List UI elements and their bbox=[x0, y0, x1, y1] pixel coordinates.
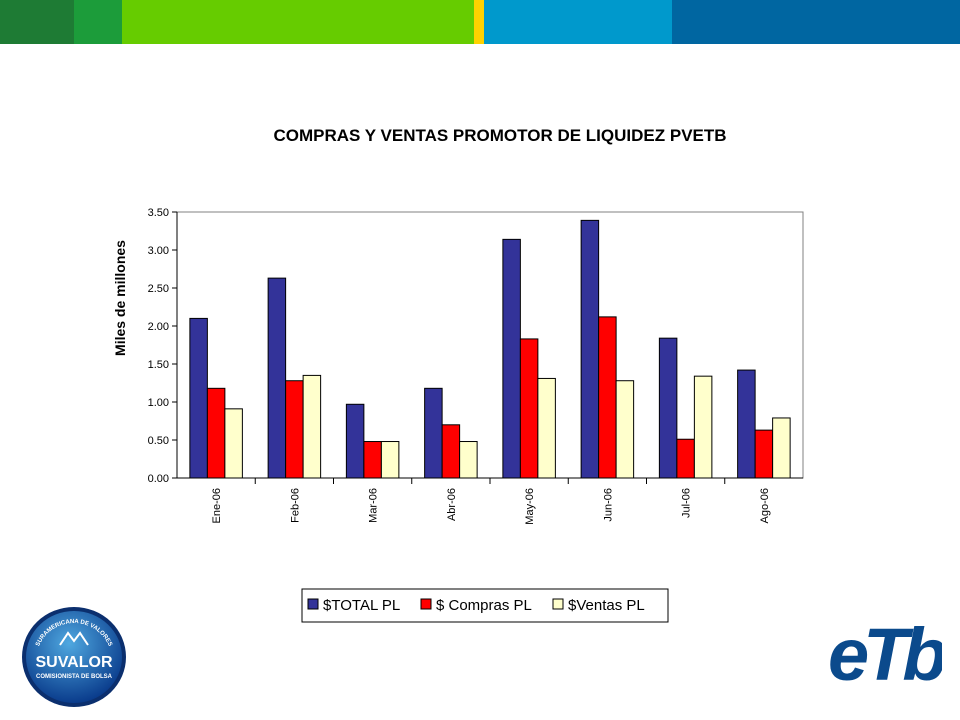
top-color-band bbox=[0, 0, 960, 44]
suvalor-name: SUVALOR bbox=[35, 654, 112, 671]
y-axis: 0.00 0.50 1.00 1.50 2.00 2.50 3.00 3.50 bbox=[148, 207, 178, 485]
bar bbox=[502, 238, 521, 479]
bar bbox=[676, 438, 695, 479]
y-tick-label: 0.00 bbox=[148, 473, 169, 485]
x-tick-label: Ene-06 bbox=[211, 488, 223, 523]
x-tick-label: May-06 bbox=[524, 488, 536, 525]
x-tick-label: Abr-06 bbox=[446, 488, 458, 521]
y-tick-label: 2.50 bbox=[148, 283, 169, 295]
bar bbox=[380, 441, 400, 479]
legend-swatch bbox=[420, 598, 432, 610]
bar bbox=[693, 375, 713, 479]
etb-logo: eTb bbox=[828, 613, 942, 692]
bar bbox=[285, 380, 304, 479]
suvalor-arc-bottom: COMISIONISTA DE BOLSA bbox=[36, 674, 113, 680]
bar bbox=[537, 377, 556, 479]
legend-label: $ Compras PL bbox=[436, 597, 532, 614]
band-segment bbox=[474, 0, 484, 44]
suvalor-logo: SURAMERICANA DE VALORES SUVALOR COMISION… bbox=[22, 607, 126, 707]
legend-swatch bbox=[307, 598, 319, 610]
y-tick-label: 1.00 bbox=[148, 397, 169, 409]
x-tick-label: Jun-06 bbox=[602, 488, 614, 522]
x-tick-label: Jul-06 bbox=[681, 488, 693, 518]
bar bbox=[615, 380, 635, 479]
bar bbox=[363, 441, 382, 479]
band-segment bbox=[672, 0, 960, 44]
band-segment bbox=[0, 0, 74, 44]
bar bbox=[519, 338, 539, 479]
x-tick-label: Ago-06 bbox=[759, 488, 771, 523]
bar bbox=[772, 417, 791, 479]
y-tick-label: 1.50 bbox=[148, 359, 169, 371]
x-tick-label: Feb-06 bbox=[289, 488, 301, 523]
bar bbox=[206, 387, 226, 479]
legend-swatch bbox=[552, 598, 564, 610]
chart-title: COMPRAS Y VENTAS PROMOTOR DE LIQUIDEZ PV… bbox=[273, 126, 726, 145]
bar bbox=[267, 277, 287, 479]
y-tick-label: 2.00 bbox=[148, 321, 169, 333]
x-tick-label: Mar-06 bbox=[368, 488, 380, 523]
bar bbox=[224, 408, 243, 479]
bar bbox=[302, 374, 322, 479]
bar bbox=[737, 369, 756, 479]
legend: $TOTAL PL $ Compras PL $Ventas PL bbox=[301, 588, 669, 623]
legend-box bbox=[301, 588, 669, 623]
bar bbox=[441, 424, 461, 479]
band-segment bbox=[122, 0, 474, 44]
y-tick-label: 3.50 bbox=[148, 207, 169, 219]
band-segment bbox=[484, 0, 672, 44]
legend-label: $Ventas PL bbox=[568, 597, 645, 614]
bar bbox=[459, 441, 478, 479]
bar bbox=[345, 403, 365, 479]
y-axis-label: Miles de millones bbox=[112, 240, 128, 356]
bar bbox=[424, 387, 443, 479]
band-segment bbox=[74, 0, 122, 44]
bar bbox=[658, 337, 678, 479]
bar bbox=[580, 219, 600, 479]
y-tick-label: 0.50 bbox=[148, 435, 169, 447]
x-axis: Ene-06 Feb-06 Mar-06 Abr-06 May-06 Jun-06 Jul-… bbox=[177, 477, 803, 525]
bar bbox=[189, 317, 208, 479]
y-tick-label: 3.00 bbox=[148, 245, 169, 257]
bars-layer bbox=[189, 219, 791, 479]
legend-label: $TOTAL PL bbox=[323, 597, 400, 614]
bar bbox=[598, 316, 617, 479]
etb-logo-text: eTb bbox=[828, 613, 942, 692]
bar bbox=[754, 429, 774, 479]
